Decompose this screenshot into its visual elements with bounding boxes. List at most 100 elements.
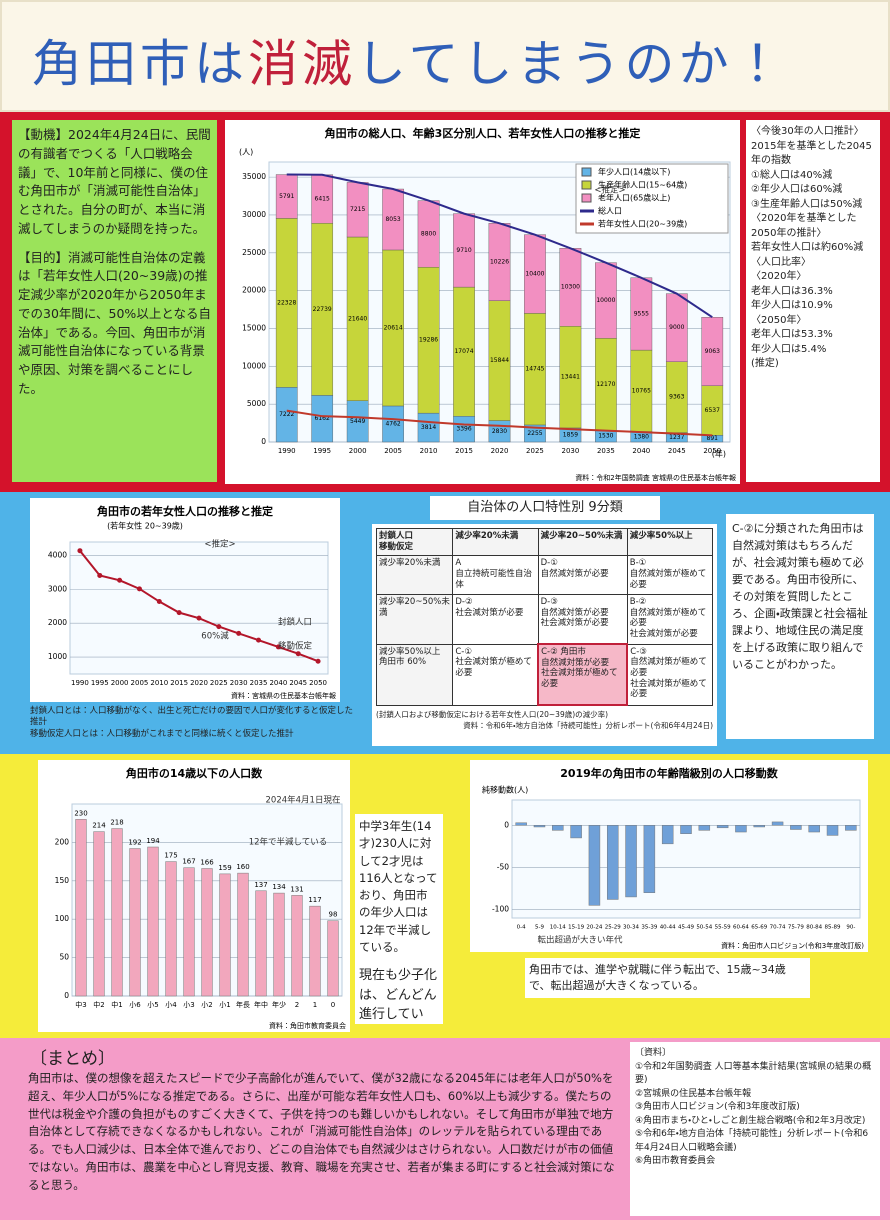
x-tick-label: 75-79 [788, 925, 804, 931]
references-heading: 〔資料〕 [635, 1048, 672, 1058]
data-label: 9710 [456, 247, 471, 254]
table-header-cell: 減少率20%未満 [452, 527, 539, 557]
x-tick-label: 2020 [190, 679, 208, 687]
section-blue: 角田市の若年女性人口の推移と推定 (若年女性 20~39歳) 1000 2000 300… [0, 492, 890, 754]
bar [808, 825, 820, 833]
point [275, 644, 281, 650]
row-header: 減少率20~50%未満 [375, 594, 454, 645]
forecast-line: ②年少人口は60%減 [751, 184, 843, 195]
x-tick-label: 2020 [491, 447, 509, 455]
y-tick-label: 25000 [242, 248, 266, 257]
data-label: 17074 [454, 348, 473, 355]
table-cell: C-① 社会減対策が極めて必要 [452, 643, 539, 706]
data-label: 9063 [705, 348, 720, 355]
legend-box [575, 163, 729, 234]
row-header: 減少率20%未満 [375, 555, 454, 596]
forecast-line: 〈2020年〉 [751, 271, 807, 282]
bar [327, 920, 339, 997]
legend-swatch [581, 193, 592, 203]
motive: 【動機】2024年4月24日に、民間の有識者でつくる「人口戦略会議」で、10年前… [18, 127, 211, 236]
bar [93, 831, 105, 997]
data-label: 1859 [563, 431, 578, 438]
line [286, 173, 713, 319]
x-tick-label: 2030 [230, 679, 248, 687]
data-label: 21640 [348, 315, 367, 322]
bar [790, 825, 802, 830]
bar [129, 848, 141, 997]
y-tick-label: 200 [55, 837, 70, 846]
reference: ⑥角田市教育委員会 [635, 1156, 716, 1166]
legend-swatch [581, 180, 592, 190]
data-label: 2255 [527, 430, 542, 437]
title-part: 角田市は [32, 35, 248, 93]
forecast-box: 〈今後30年の人口推計〉 2015年を基準とした2045年の指数 ①総人口は40%減… [746, 120, 880, 482]
x-tick-label: 1995 [313, 447, 331, 455]
data-label: 5449 [350, 418, 365, 425]
data-label: 230 [74, 809, 87, 817]
data-label: 175 [164, 852, 177, 860]
bar [183, 867, 195, 997]
bar [661, 825, 674, 845]
table-cell: D-② 社会減対策が必要 [452, 594, 539, 645]
x-tick-label: 2015 [455, 447, 473, 455]
forecast-line: 〈2020年を基準とした2050年の推計〉 [751, 213, 857, 239]
bar [273, 892, 285, 997]
title-part: してしまうのか！ [356, 35, 787, 93]
point [77, 548, 83, 554]
data-label: 6537 [705, 407, 720, 414]
x-tick-label: 2040 [269, 679, 287, 687]
x-tick-label: 年長 [236, 1000, 250, 1009]
point [156, 599, 162, 605]
legend-label: 総人口 [598, 206, 622, 216]
under14-text: 中学3年生(14才)230人に対して2才児は116人となっており、角田市の年少人… [355, 814, 443, 1024]
point [295, 651, 301, 657]
data-label: 214 [92, 822, 106, 830]
chart: 角田市の総人口、年齢3区分別人口、若年女性人口の推移と推定 (人) (年) 0 5000… [239, 126, 736, 482]
bar [219, 873, 231, 997]
x-axis-label: (年) [712, 449, 726, 459]
chart-panel: 角田市の総人口、年齢3区分別人口、若年女性人口の推移と推定 (人) (年) 0 5000… [225, 120, 740, 484]
x-tick-label: 2030 [562, 447, 580, 455]
x-tick-label: 中2 [93, 1000, 104, 1009]
section-yellow: 角田市の14歳以下の人口数 0 50 100 150 200 中3 中2 中1 小6 小5 小4 小3 小… [0, 754, 890, 1038]
x-tick-label: 80-84 [806, 925, 822, 931]
y-axis-label: (人) [239, 148, 253, 157]
data-label: 1530 [598, 433, 613, 440]
data-label: 1380 [634, 433, 649, 440]
data-label: 137 [254, 881, 267, 889]
table-source: 資料：令和6年・地方自治体「持続可能性」分析レポート(令和6年4月24日) [463, 721, 713, 730]
point [136, 586, 142, 592]
data-label: 15844 [490, 357, 509, 364]
bar [735, 825, 747, 833]
table-row: 減少率20%未満 A 自立持続可能性自治体 D-① 自然減対策が必要 B-① 自然減対… [375, 555, 714, 596]
bar [165, 861, 177, 997]
data-label: 8800 [421, 230, 436, 237]
data-label: 12170 [596, 381, 615, 388]
data-label: 131 [290, 885, 303, 893]
y-tick-label: 35000 [242, 172, 266, 181]
y-axis-label: 純移動数(人) [482, 785, 528, 795]
y-tick-label: 5000 [247, 399, 266, 408]
x-tick-label: 65-69 [751, 925, 767, 931]
annotation: 12年で半減している [249, 837, 328, 848]
data-label: 1237 [669, 434, 684, 441]
chart-panel: 2019年の角田市の年齢階級別の人口移動数 純移動数(人) -100 -50 0 0-4 5… [470, 760, 868, 952]
forecast-line: 〈今後30年の人口推計〉 [751, 126, 864, 137]
x-tick-label: 2050 [703, 447, 721, 455]
chart-source: 資料：宮城県の住民基本台帳年報 [231, 691, 336, 700]
x-tick-label: 2045 [668, 447, 686, 455]
table: 封鎖人口 移動仮定 減少率20%未満 減少率20~50%未満 減少率50%以上 減少率2… [375, 527, 714, 706]
x-tick-label: 10-14 [550, 925, 566, 931]
point [236, 630, 242, 636]
migration-caption: 角田市では、進学や就職に伴う転出で、15歳~34歳で、転出超過が大きくなっている… [525, 958, 810, 998]
data-label: 10000 [596, 297, 615, 304]
data-label: 4762 [385, 420, 400, 427]
forecast-line: (推定) [751, 358, 779, 369]
y-tick-label: 100 [55, 914, 70, 923]
measures-box: C-②に分類された角田市は自然減対策はもちろんだが、社会減対策も極めて必要である… [726, 514, 874, 739]
annotation: <推定> [594, 185, 625, 196]
x-tick-label: 25-29 [605, 925, 621, 931]
title-band: 角田市は消滅してしまうのか！ [0, 0, 890, 112]
table-header-cell: 封鎖人口 移動仮定 [375, 527, 454, 557]
chart-title: 角田市の若年女性人口の推移と推定 [97, 504, 273, 518]
